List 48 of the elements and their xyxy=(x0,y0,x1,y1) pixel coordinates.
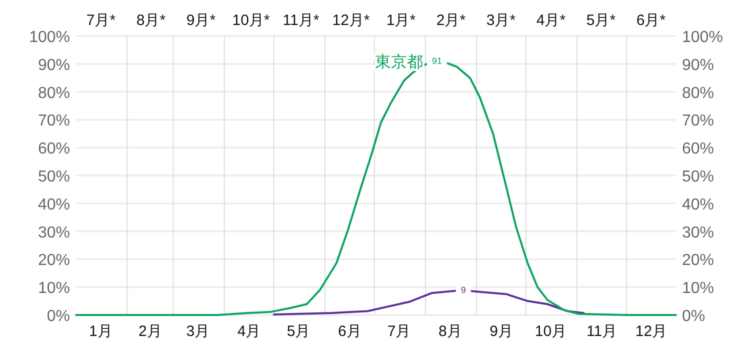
text: 6月* xyxy=(636,12,666,29)
y2-tick-label: 90% xyxy=(682,56,714,74)
y2-tick-label: 40% xyxy=(682,196,714,214)
text: 5月* xyxy=(586,12,616,29)
y2-tick-label: 70% xyxy=(682,112,714,130)
text: 3月* xyxy=(486,12,516,29)
y2-tick-label: 100% xyxy=(682,29,723,46)
text: 8月* xyxy=(136,12,166,29)
data-label: 91 xyxy=(432,56,442,66)
y-tick-label: 70% xyxy=(38,112,70,130)
y-tick-label: 100% xyxy=(29,29,70,46)
y2-tick-label: 30% xyxy=(682,224,714,242)
x-tick-label: 7月 xyxy=(387,323,411,340)
text: 12月* xyxy=(332,12,370,29)
x-tick-label: 2月 xyxy=(138,323,162,340)
y2-tick-label: 50% xyxy=(682,168,714,186)
y-tick-label: 60% xyxy=(38,140,70,158)
x-tick-label: 10月 xyxy=(534,323,567,340)
y2-tick-label: 10% xyxy=(682,280,714,298)
y-tick-label: 90% xyxy=(38,56,70,74)
x-tick-label: 11月 xyxy=(586,323,618,340)
y2-tick-label: 60% xyxy=(682,140,714,158)
x-tick-label: 1月 xyxy=(89,323,112,340)
y2-tick-label: 80% xyxy=(682,84,714,102)
y2-tick-label: 20% xyxy=(682,252,714,270)
x-tick-label: 5月 xyxy=(286,323,310,340)
x-tick-label: 6月 xyxy=(338,323,362,340)
y2-tick-label: 0% xyxy=(682,308,706,325)
y-tick-label: 50% xyxy=(38,168,70,186)
x-tick-label: 4月 xyxy=(237,323,261,340)
text: 10月* xyxy=(232,12,270,29)
x-tick-label: 8月 xyxy=(438,323,462,340)
y-tick-label: 80% xyxy=(38,84,70,102)
y-tick-label: 30% xyxy=(38,224,70,242)
text: 4月* xyxy=(536,12,566,29)
x-tick-label: 12月 xyxy=(635,323,668,340)
text: 7月* xyxy=(86,12,116,29)
text: 1月* xyxy=(386,12,416,29)
y-tick-label: 20% xyxy=(38,252,70,270)
data-label: 9 xyxy=(460,284,466,295)
x-tick-label: 3月 xyxy=(186,323,210,340)
y-tick-label: 10% xyxy=(38,280,70,298)
text: 2月* xyxy=(436,12,466,29)
text: 9月* xyxy=(186,12,216,29)
text: 11月* xyxy=(282,12,320,29)
x-tick-label: 9月 xyxy=(490,323,513,340)
y-tick-label: 0% xyxy=(46,308,70,325)
y-tick-label: 40% xyxy=(38,196,70,214)
